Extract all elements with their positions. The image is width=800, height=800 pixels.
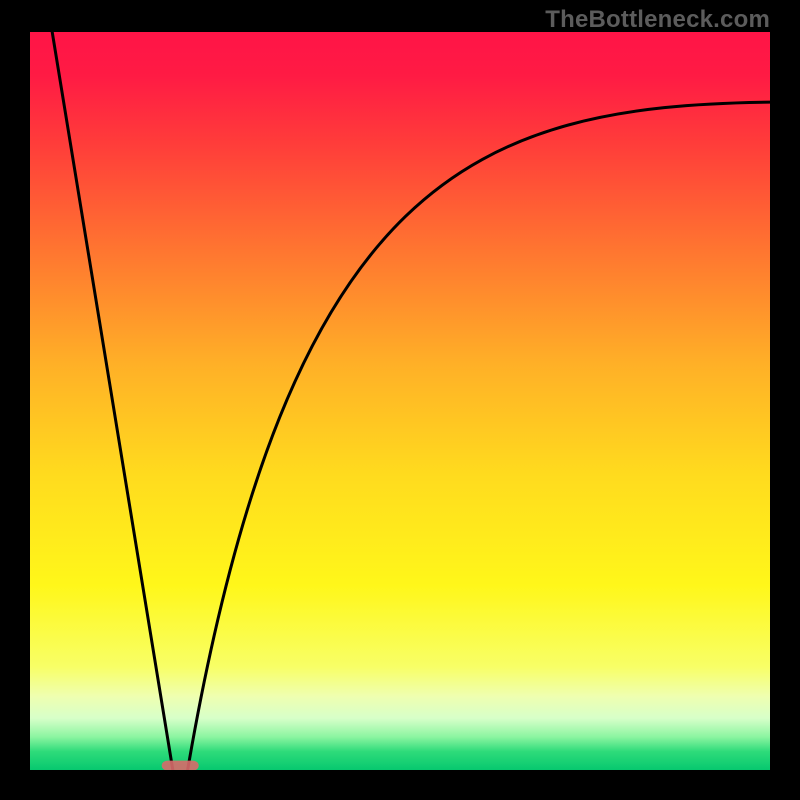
gradient-background [30, 32, 770, 770]
watermark-text: TheBottleneck.com [545, 6, 770, 34]
plot-svg [30, 32, 770, 770]
plot-area [30, 32, 770, 770]
chart-container: TheBottleneck.com [0, 0, 800, 800]
curve-min-marker [162, 761, 199, 770]
